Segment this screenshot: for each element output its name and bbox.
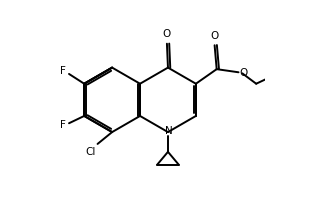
Text: Cl: Cl (85, 147, 96, 157)
Text: F: F (60, 66, 66, 76)
Text: O: O (240, 68, 248, 78)
Text: O: O (163, 29, 171, 39)
Text: O: O (211, 31, 219, 41)
Text: N: N (165, 126, 173, 136)
Text: F: F (60, 120, 66, 130)
